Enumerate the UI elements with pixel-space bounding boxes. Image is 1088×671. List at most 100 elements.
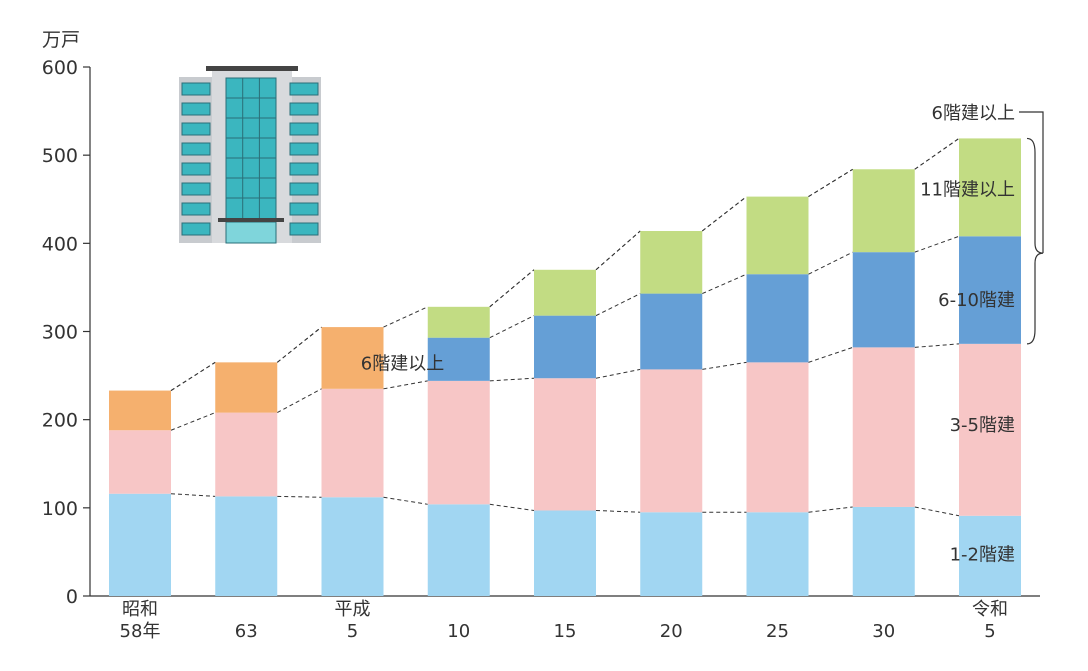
bar-segment bbox=[534, 315, 596, 379]
connector-line bbox=[808, 346, 853, 363]
y-tick-label: 300 bbox=[42, 322, 78, 344]
bar-segment bbox=[215, 362, 278, 413]
x-category-line: 昭和 bbox=[122, 599, 158, 620]
building-window bbox=[181, 82, 211, 96]
segment-label: 3-5階建 bbox=[950, 415, 1015, 436]
bar-segment bbox=[321, 327, 384, 389]
y-tick-label: 200 bbox=[42, 410, 78, 432]
bar-segment bbox=[746, 274, 809, 363]
bar-segment bbox=[534, 378, 596, 511]
bars-group bbox=[109, 138, 1021, 596]
bar-segment bbox=[321, 497, 384, 596]
x-category-line: 5 bbox=[984, 621, 995, 642]
building-window bbox=[289, 202, 319, 216]
building-window bbox=[289, 182, 319, 196]
segment-label: 1-2階建 bbox=[950, 545, 1015, 566]
annotations: 11階建以上 6-10階建 3-5階建 1-2階建 6階建以上 6階建以上 bbox=[361, 103, 1044, 566]
x-category-line: 令和 bbox=[972, 599, 1008, 620]
y-axis-unit-label: 万戸 bbox=[42, 29, 80, 51]
x-category-line: 10 bbox=[447, 621, 470, 642]
bar-segment bbox=[640, 293, 703, 370]
x-category-label: 25 bbox=[766, 621, 789, 642]
x-category-label: 63 bbox=[235, 621, 258, 642]
bar-segment bbox=[109, 390, 171, 431]
connector-line bbox=[914, 138, 960, 170]
connector-line bbox=[170, 493, 216, 497]
connector-line bbox=[489, 315, 535, 339]
connector-line bbox=[383, 306, 428, 328]
connector-line bbox=[489, 269, 535, 308]
connector-line bbox=[595, 509, 641, 513]
connector-line bbox=[276, 326, 322, 363]
x-category-label: 10 bbox=[447, 621, 470, 642]
building-illustration bbox=[179, 66, 321, 244]
connector-line bbox=[383, 380, 428, 390]
connector-lines bbox=[170, 138, 960, 517]
building-window bbox=[181, 202, 211, 216]
x-category-line: 30 bbox=[872, 621, 895, 642]
connector-line bbox=[701, 196, 747, 232]
y-axis: 0 100 200 300 400 500 600 bbox=[42, 57, 1040, 608]
bar-segment bbox=[746, 362, 809, 513]
connector-line bbox=[170, 412, 216, 431]
building-window bbox=[181, 222, 211, 236]
building-window bbox=[181, 122, 211, 136]
connector-line bbox=[489, 503, 535, 511]
x-category-label: 20 bbox=[660, 621, 683, 642]
connector-line bbox=[702, 361, 747, 370]
x-category-line: 5 bbox=[347, 621, 358, 642]
x-category-label: 15 bbox=[554, 621, 577, 642]
bar-segment bbox=[959, 343, 1021, 516]
y-tick-label: 100 bbox=[42, 498, 78, 520]
connector-line bbox=[914, 506, 960, 517]
connector-line bbox=[595, 368, 641, 379]
connector-line bbox=[808, 251, 853, 275]
bar-segment bbox=[852, 347, 915, 507]
building-window bbox=[289, 82, 319, 96]
building-window bbox=[289, 122, 319, 136]
bar-segment bbox=[640, 230, 703, 294]
bar-segment bbox=[109, 493, 171, 596]
building-window bbox=[181, 162, 211, 176]
y-tick-label: 400 bbox=[42, 233, 78, 255]
bar-segment bbox=[427, 504, 490, 596]
building-window bbox=[289, 142, 319, 156]
building-glass bbox=[225, 77, 277, 221]
bracket-label: 6階建以上 bbox=[932, 103, 1015, 124]
bar-segment bbox=[852, 506, 915, 596]
bar-segment bbox=[959, 236, 1021, 344]
bar-segment bbox=[534, 510, 596, 596]
connector-line bbox=[595, 293, 641, 317]
connector-line bbox=[808, 506, 853, 513]
bar-segment bbox=[109, 430, 171, 494]
bar-segment bbox=[427, 380, 490, 505]
entrance-canopy bbox=[218, 218, 284, 222]
bar-segment bbox=[852, 169, 915, 253]
x-category-line: 58年 bbox=[120, 621, 161, 642]
segment-label: 6-10階建 bbox=[938, 290, 1015, 311]
y-tick-label: 500 bbox=[42, 145, 78, 167]
x-category-label: 昭和 58年 bbox=[120, 599, 161, 642]
segment-label: 11階建以上 bbox=[920, 180, 1015, 201]
connector-line bbox=[277, 388, 322, 414]
connector-line bbox=[489, 377, 535, 382]
bar-segment bbox=[746, 512, 809, 596]
x-category-line: 15 bbox=[554, 621, 577, 642]
x-category-line: 平成 bbox=[335, 599, 371, 620]
x-category-line: 63 bbox=[235, 621, 258, 642]
y-tick-label: 0 bbox=[66, 586, 78, 608]
bar-segment bbox=[640, 512, 703, 596]
building-window bbox=[289, 162, 319, 176]
building-window bbox=[289, 222, 319, 236]
building-entrance bbox=[225, 221, 277, 244]
connector-line bbox=[595, 230, 641, 271]
bar-segment bbox=[427, 306, 490, 338]
building-window bbox=[181, 102, 211, 116]
bar-segment bbox=[215, 412, 278, 497]
bracket-leader bbox=[1019, 111, 1044, 254]
bar-segment bbox=[534, 269, 596, 316]
connector-line bbox=[808, 168, 854, 198]
bar-segment bbox=[321, 388, 384, 498]
